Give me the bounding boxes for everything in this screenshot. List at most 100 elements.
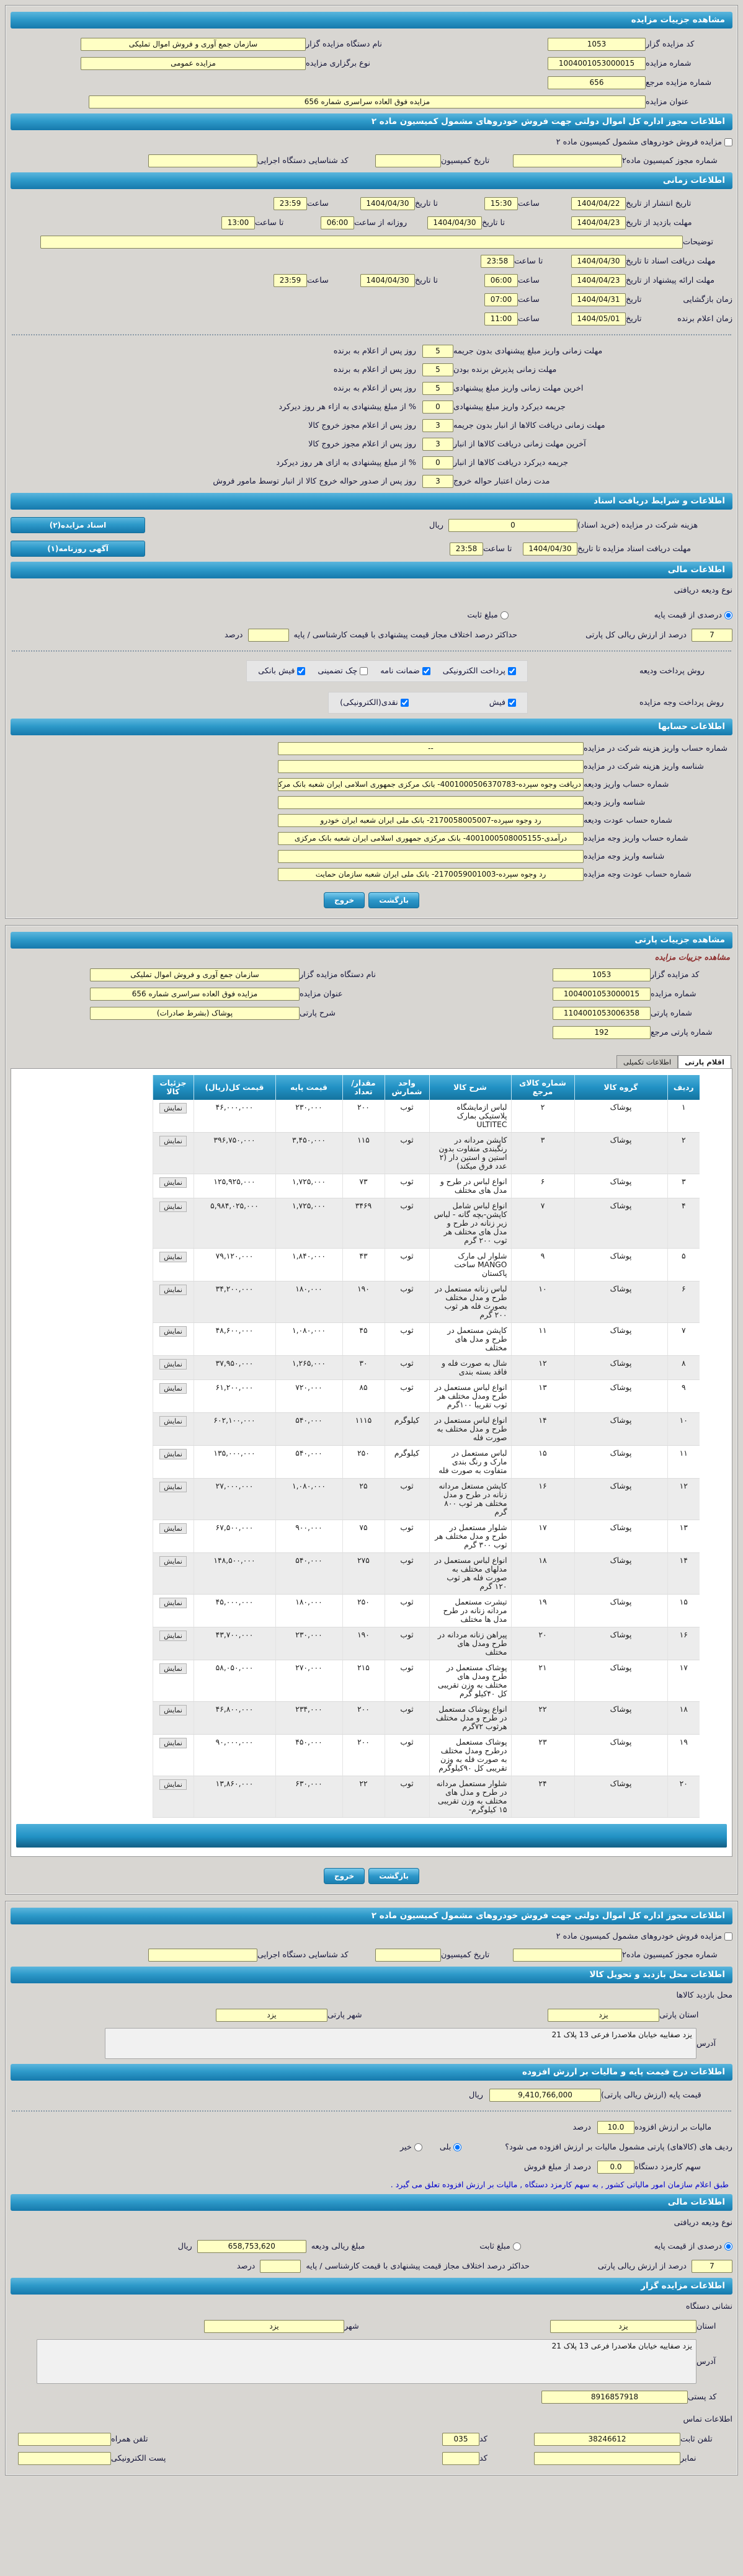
radio-icon[interactable] bbox=[724, 2242, 732, 2251]
radio-icon[interactable] bbox=[500, 611, 509, 619]
checkbox-icon[interactable] bbox=[400, 699, 409, 707]
participation-fee-id-field[interactable] bbox=[278, 759, 584, 773]
max-diff-percent-field-2[interactable] bbox=[260, 2259, 301, 2273]
show-item-details-button[interactable]: نمایش bbox=[159, 1136, 187, 1146]
show-item-details-button[interactable]: نمایش bbox=[159, 1705, 187, 1715]
deposit-return-account-field[interactable]: رد وجوه سپرده-2170058005007- بانک ملی ای… bbox=[278, 813, 584, 827]
last-pickup-days-field[interactable]: 3 bbox=[422, 437, 453, 451]
auction-payment-slip-checkbox[interactable]: فیش bbox=[489, 698, 516, 707]
bid-to-time-field[interactable]: 23:59 bbox=[274, 273, 307, 287]
show-item-details-button[interactable]: نمایش bbox=[159, 1383, 187, 1394]
radio-icon[interactable] bbox=[512, 2242, 521, 2251]
auction-ref-number-field[interactable]: 656 bbox=[548, 76, 646, 89]
exit-permit-validity-field[interactable]: 3 bbox=[422, 474, 453, 488]
commission-date-field[interactable] bbox=[375, 154, 441, 167]
show-item-details-button[interactable]: نمایش bbox=[159, 1663, 187, 1674]
article2-auction-checkbox[interactable]: مزایده فروش خودروهای مشمول کمیسیون ماده … bbox=[556, 138, 732, 147]
visit-to-date-field[interactable]: 1404/04/30 bbox=[427, 216, 482, 229]
guarantee-letter-checkbox[interactable]: ضمانت نامه bbox=[380, 666, 430, 676]
lot-organization-name-field[interactable]: سازمان جمع آوری و فروش اموال تملیکی bbox=[90, 968, 300, 981]
show-item-details-button[interactable]: نمایش bbox=[159, 1202, 187, 1212]
electronic-payment-checkbox[interactable]: پرداخت الکترونیکی bbox=[443, 666, 516, 676]
commission-date-field-2[interactable] bbox=[375, 1948, 441, 1962]
postal-code-field[interactable]: 8916857918 bbox=[541, 2390, 688, 2404]
checkbox-icon[interactable] bbox=[508, 699, 516, 707]
show-item-details-button[interactable]: نمایش bbox=[159, 1177, 187, 1188]
auction-payment-return-account-field[interactable]: رد وجوه سپرده-2170059001003- بانک ملی ای… bbox=[278, 867, 584, 881]
deposit-account-field[interactable]: دریافت وجوه سپرده-4001000506370783- بانک… bbox=[278, 777, 584, 791]
deposit-amount-field[interactable]: 658,753,620 bbox=[197, 2239, 306, 2253]
participation-fee-account-field[interactable]: -- bbox=[278, 741, 584, 755]
auction-type-field[interactable]: مزایده عمومی bbox=[81, 56, 306, 70]
show-item-details-button[interactable]: نمایش bbox=[159, 1285, 187, 1295]
radio-icon[interactable] bbox=[724, 611, 732, 619]
exit-button[interactable]: خروج bbox=[323, 892, 365, 908]
article2-permit-number-field[interactable] bbox=[513, 154, 622, 167]
docs-deadline-time-field[interactable]: 23:58 bbox=[481, 254, 514, 268]
exit-button[interactable]: خروج bbox=[323, 1868, 365, 1884]
show-item-details-button[interactable]: نمایش bbox=[159, 1103, 187, 1113]
agency-province-field[interactable]: یزد bbox=[550, 2319, 696, 2333]
show-item-details-button[interactable]: نمایش bbox=[159, 1523, 187, 1534]
show-item-details-button[interactable]: نمایش bbox=[159, 1598, 187, 1608]
radio-icon[interactable] bbox=[414, 2143, 422, 2151]
lot-ref-number-field[interactable]: 192 bbox=[553, 1025, 651, 1039]
late-pickup-penalty-field[interactable]: 0 bbox=[422, 456, 453, 469]
mobile-phone-field[interactable] bbox=[18, 2432, 111, 2446]
auction-payment-id-field[interactable] bbox=[278, 849, 584, 863]
opening-date-field[interactable]: 1404/04/31 bbox=[571, 293, 626, 306]
vat-applicable-yes-radio[interactable]: بلی bbox=[440, 2143, 462, 2152]
executive-agency-code-field-2[interactable] bbox=[148, 1948, 257, 1962]
fax-area-code-field[interactable] bbox=[442, 2451, 479, 2465]
bank-slip-checkbox[interactable]: فیش بانکی bbox=[258, 666, 306, 676]
deposit-fixed-radio[interactable]: مبلغ ثابت bbox=[467, 611, 509, 620]
last-deposit-days-field[interactable]: 5 bbox=[422, 381, 453, 395]
newspaper-ad-button[interactable]: آگهی روزنامه(۱) bbox=[11, 541, 145, 557]
late-deposit-penalty-field[interactable]: 0 bbox=[422, 400, 453, 414]
pickup-days-field[interactable]: 3 bbox=[422, 418, 453, 432]
checkbox-icon[interactable] bbox=[422, 667, 430, 675]
show-item-details-button[interactable]: نمایش bbox=[159, 1556, 187, 1567]
checkbox-icon[interactable] bbox=[508, 667, 516, 675]
auction-documents-button[interactable]: اسناد مزایده(۲) bbox=[11, 517, 145, 533]
checkbox-icon[interactable] bbox=[360, 667, 368, 675]
show-item-details-button[interactable]: نمایش bbox=[159, 1449, 187, 1459]
vat-percent-field[interactable]: 10.0 bbox=[597, 2120, 634, 2134]
lot-auction-holder-code-field[interactable]: 1053 bbox=[553, 968, 651, 981]
lot-city-field[interactable]: یزد bbox=[216, 2008, 327, 2022]
article2-auction-checkbox-2[interactable]: مزایده فروش خودروهای مشمول کمیسیون ماده … bbox=[556, 1932, 732, 1941]
bid-from-date-field[interactable]: 1404/04/23 bbox=[571, 273, 626, 287]
guaranteed-check-checkbox[interactable]: چک تضمینی bbox=[318, 666, 368, 676]
docs-receive-deadline-time-field[interactable]: 23:58 bbox=[450, 542, 483, 555]
timing-notes-field[interactable] bbox=[40, 235, 683, 249]
vat-applicable-no-radio[interactable]: خیر bbox=[400, 2143, 422, 2152]
docs-deadline-date-field[interactable]: 1404/04/30 bbox=[571, 254, 626, 268]
deposit-fixed-radio-2[interactable]: مبلغ ثابت bbox=[479, 2242, 521, 2251]
radio-icon[interactable] bbox=[453, 2143, 462, 2151]
checkbox-icon[interactable] bbox=[724, 138, 732, 146]
show-item-details-button[interactable]: نمایش bbox=[159, 1359, 187, 1370]
auction-payment-cash-checkbox[interactable]: نقدی(الکترونیکی) bbox=[340, 698, 409, 707]
lot-number-field[interactable]: 1104001053006358 bbox=[553, 1006, 651, 1020]
show-item-details-button[interactable]: نمایش bbox=[159, 1326, 187, 1337]
checkbox-icon[interactable] bbox=[297, 667, 306, 675]
auction-title-field[interactable]: مزایده فوق العاده سراسری شماره 656 bbox=[89, 95, 646, 108]
bid-from-time-field[interactable]: 06:00 bbox=[484, 273, 518, 287]
deposit-percent-field-2[interactable]: 7 bbox=[692, 2259, 732, 2273]
docs-receive-deadline-date-field[interactable]: 1404/04/30 bbox=[523, 542, 577, 555]
show-item-details-button[interactable]: نمایش bbox=[159, 1738, 187, 1748]
show-item-details-button[interactable]: نمایش bbox=[159, 1252, 187, 1262]
show-item-details-button[interactable]: نمایش bbox=[159, 1631, 187, 1641]
show-item-details-button[interactable]: نمایش bbox=[159, 1482, 187, 1492]
back-button[interactable]: بازگشت bbox=[368, 892, 420, 908]
accept-win-days-field[interactable]: 5 bbox=[422, 363, 453, 376]
bid-to-date-field[interactable]: 1404/04/30 bbox=[360, 273, 415, 287]
auction-payment-account-field[interactable]: درآمدی-4001000508005155- بانک مرکزی جمهو… bbox=[278, 831, 584, 845]
deposit-percent-radio-2[interactable]: درصدی از قیمت پایه bbox=[654, 2242, 732, 2251]
publish-from-date-field[interactable]: 1404/04/22 bbox=[571, 197, 626, 210]
visit-from-date-field[interactable]: 1404/04/23 bbox=[571, 216, 626, 229]
email-field[interactable] bbox=[18, 2451, 111, 2465]
winner-announce-time-field[interactable]: 11:00 bbox=[484, 312, 518, 325]
base-price-field[interactable]: 9,410,766,000 bbox=[489, 2088, 601, 2102]
participation-fee-field[interactable]: 0 bbox=[448, 518, 577, 532]
